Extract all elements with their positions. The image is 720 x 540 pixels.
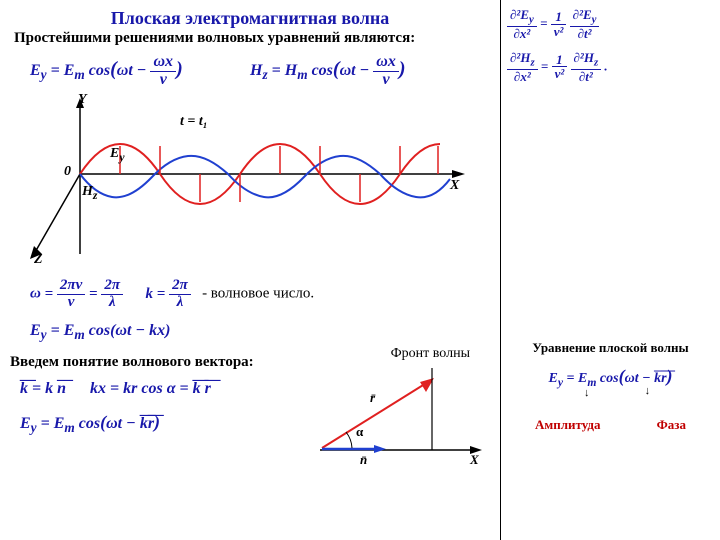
pde-hz: ∂²Hz∂x² = 1v² ∂²Hz∂t² . [507, 51, 714, 84]
vec-x-label: X [470, 452, 479, 468]
time-label: t = t₁ [180, 114, 208, 130]
wave-diagram: Y X Z 0 Ey Hz t = t₁ [20, 94, 480, 264]
subtitle: Простейшими решениями волновых уравнений… [4, 28, 425, 49]
wavefront-label: Фронт волны [310, 346, 490, 362]
wave-vector-intro: Введем понятие волнового вектора: [10, 354, 254, 371]
n-label: n̄ [360, 452, 367, 468]
eq-ey-kx: Ey = Em cos(ωt − kx) [30, 322, 170, 343]
origin-label: 0 [64, 164, 71, 180]
ey-label: Ey [110, 146, 125, 164]
eq-kvec: k— = k n— kx = kr cos α = k— r— [20, 380, 211, 398]
amplitude-label: Амплитуда [535, 417, 601, 433]
omega-eq: ω = 2πνv = 2πλ k = 2πλ - волновое число. [30, 278, 314, 311]
alpha-label: α [356, 424, 363, 440]
phase-label: Фаза [657, 417, 686, 433]
hz-label: Hz [82, 184, 97, 202]
pde-ey: ∂²Ey∂x² = 1v² ∂²Ey∂t² [507, 8, 714, 41]
axis-z-label: Z [34, 252, 43, 268]
plane-wave-caption: Уравнение плоской волны [507, 340, 714, 356]
vector-diagram: r̄ n̄ α X [310, 362, 490, 462]
eq-plane-wave: Ey = ↓Em cos(ωt − k—r—↓) [507, 366, 714, 389]
axis-y-label: Y [78, 92, 87, 108]
eq-ey-kr: Ey = Em cos(ωt − k—r—) [20, 412, 160, 436]
page-title: Плоская электромагнитная волна [10, 4, 490, 29]
wave-number-text: - волновое число. [202, 286, 314, 302]
eq-ey-solution: Ey = Em cos(ωt − ωxv) [30, 54, 183, 89]
r-label: r̄ [370, 390, 375, 406]
eq-hz-solution: Hz = Hm cos(ωt − ωxv) [250, 54, 406, 89]
axis-x-label: X [450, 178, 459, 194]
wave-svg [20, 94, 480, 269]
